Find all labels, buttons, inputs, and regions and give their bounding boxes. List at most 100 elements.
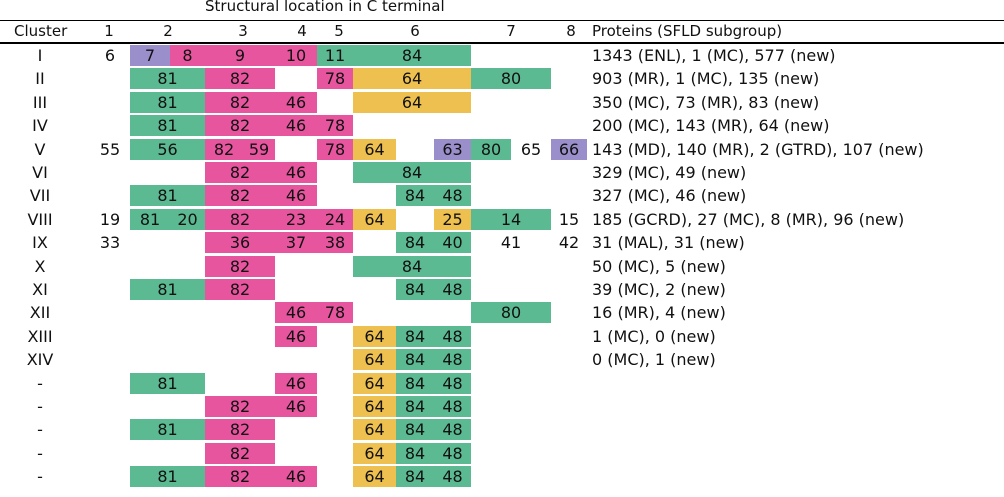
cell-value: 56 xyxy=(157,139,178,159)
cell-highlight-pink xyxy=(205,68,275,90)
cluster-label: XIII xyxy=(27,326,53,346)
cell-highlight-green xyxy=(396,325,434,347)
cell-value: 36 xyxy=(229,233,251,253)
cluster-label: IV xyxy=(32,116,48,136)
cell-highlight-pink xyxy=(205,162,275,183)
cell-value: 84 xyxy=(404,467,426,487)
cell-value: 40 xyxy=(442,233,463,253)
cell-highlight-yellow xyxy=(353,396,396,417)
cell-value: 48 xyxy=(442,186,463,206)
cell-highlight-green xyxy=(434,372,471,394)
cell-value: 84 xyxy=(404,233,426,253)
cell-highlight-pink xyxy=(243,138,275,160)
cell-highlight-green xyxy=(434,442,471,464)
cell-value: 82 xyxy=(229,209,251,229)
cell-value: 42 xyxy=(558,233,580,253)
cluster-label: V xyxy=(34,139,46,159)
cell-value: 24 xyxy=(324,209,346,229)
cell-highlight-green xyxy=(434,325,471,347)
cell-value: 48 xyxy=(442,350,463,370)
cell-highlight-yellow xyxy=(353,68,471,90)
cell-highlight-pink xyxy=(317,302,353,324)
cell-highlight-green xyxy=(471,302,551,324)
cell-value: 48 xyxy=(442,397,463,416)
cell-highlight-pink xyxy=(275,302,317,324)
cell-value: 37 xyxy=(285,233,307,253)
cell-value: 46 xyxy=(285,303,307,323)
cell-value: 82 xyxy=(229,467,251,487)
cell-value: 46 xyxy=(285,116,307,136)
cell-highlight-pink xyxy=(205,45,275,66)
cell-value: 15 xyxy=(558,209,580,229)
cell-highlight-yellow xyxy=(353,325,396,347)
cell-highlight-green xyxy=(396,419,434,441)
header-col-2: 2 xyxy=(163,22,173,40)
cell-highlight-yellow xyxy=(353,138,396,160)
cell-value: 78 xyxy=(324,139,346,159)
cell-highlight-purple xyxy=(434,138,471,160)
cell-value: 46 xyxy=(285,92,307,112)
cell-value: 64 xyxy=(364,209,385,229)
cell-highlight-pink xyxy=(275,162,317,183)
proteins-value: 903 (MR), 1 (MC), 135 (new) xyxy=(592,69,820,89)
cell-value: 78 xyxy=(324,303,346,323)
cell-highlight-pink xyxy=(205,466,275,488)
cell-value: 84 xyxy=(401,46,423,65)
cluster-label: - xyxy=(37,373,43,393)
cell-highlight-pink xyxy=(275,185,317,207)
cell-highlight-pink xyxy=(205,138,243,160)
cell-value: 9 xyxy=(234,46,246,65)
cell-value: 46 xyxy=(285,326,307,346)
cell-value: 82 xyxy=(229,280,251,299)
cell-value: 84 xyxy=(404,373,426,393)
cell-value: 81 xyxy=(157,186,178,206)
cell-value: 48 xyxy=(442,326,463,346)
cell-highlight-pink xyxy=(275,115,317,137)
proteins-value: 39 (MC), 2 (new) xyxy=(592,280,726,299)
header-rule-bottom xyxy=(0,42,1004,44)
cell-highlight-green xyxy=(434,419,471,441)
cell-highlight-green xyxy=(130,372,205,394)
cell-highlight-green xyxy=(130,185,205,207)
cell-value: 81 xyxy=(157,69,178,89)
cell-highlight-green xyxy=(434,349,471,371)
cell-highlight-pink xyxy=(317,115,353,137)
cell-value: 48 xyxy=(442,467,463,487)
proteins-value: 143 (MD), 140 (MR), 2 (GTRD), 107 (new) xyxy=(592,139,924,159)
proteins-value: 1 (MC), 0 (new) xyxy=(592,326,716,346)
cell-highlight-yellow xyxy=(353,349,396,371)
cell-value: 81 xyxy=(157,467,178,487)
cell-value: 82 xyxy=(229,443,251,463)
cell-value: 64 xyxy=(364,139,385,159)
cell-value: 78 xyxy=(324,116,346,136)
proteins-value: 31 (MAL), 31 (new) xyxy=(592,233,745,253)
cluster-label: II xyxy=(35,69,45,89)
cell-highlight-pink xyxy=(205,115,275,137)
cell-value: 64 xyxy=(401,92,423,112)
header-col-4: 4 xyxy=(297,22,307,40)
cell-highlight-green xyxy=(434,466,471,488)
cell-highlight-green xyxy=(353,255,471,277)
header-col-6: 6 xyxy=(410,22,420,40)
cell-highlight-purple xyxy=(551,138,587,160)
cell-value: 81 xyxy=(157,373,178,393)
cluster-label: XIV xyxy=(26,350,54,370)
cluster-label: VI xyxy=(32,163,48,182)
cell-value: 64 xyxy=(364,467,385,487)
cell-value: 81 xyxy=(157,420,178,440)
cell-highlight-green xyxy=(396,232,434,254)
cell-value: 84 xyxy=(404,397,426,416)
cell-highlight-green xyxy=(396,372,434,394)
cell-value: 33 xyxy=(99,233,121,253)
cell-value: 82 xyxy=(229,420,251,440)
cell-value: 59 xyxy=(248,139,270,159)
cell-value: 84 xyxy=(404,420,426,440)
cluster-label: - xyxy=(37,467,43,487)
cell-value: 7 xyxy=(144,46,156,65)
cell-highlight-green xyxy=(471,68,551,90)
cell-value: 46 xyxy=(285,397,307,416)
proteins-value: 185 (GCRD), 27 (MC), 8 (MR), 96 (new) xyxy=(592,209,905,229)
cell-highlight-green xyxy=(170,208,205,230)
cell-highlight-pink xyxy=(205,419,275,441)
cell-highlight-pink xyxy=(205,279,275,300)
